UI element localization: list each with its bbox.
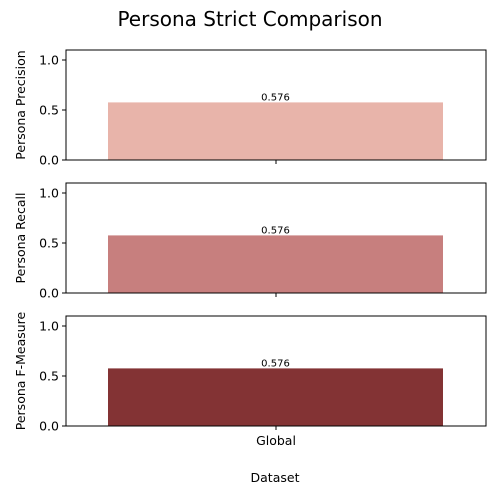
y-tick-label-3-3: 1.0: [39, 319, 59, 334]
data-label-3: 0.576: [261, 358, 290, 369]
data-label-1: 0.576: [261, 92, 290, 103]
bar-3: [108, 368, 443, 426]
x-tick-label-1: Global: [256, 433, 296, 448]
y-tick-label-3-1: 0.0: [39, 419, 59, 434]
bar-2: [108, 235, 443, 293]
y-tick-label-1-2: 0.5: [39, 103, 59, 118]
y-tick-label-2-3: 1.0: [39, 186, 59, 201]
y-axis-label-2: Persona Recall: [13, 193, 28, 284]
y-tick-label-3-2: 0.5: [39, 369, 59, 384]
y-tick-label-2-2: 0.5: [39, 236, 59, 251]
chart-panels: 0.0 0.5 1.0 Persona Precision 0.576 0.0 0.5 1.0…: [13, 49, 487, 448]
x-axis-label: Dataset: [251, 470, 300, 485]
y-axis-label-1: Persona Precision: [13, 50, 28, 159]
y-tick-label-1-1: 0.0: [39, 153, 59, 168]
chart-title: Persona Strict Comparison: [117, 7, 382, 31]
data-label-2: 0.576: [261, 225, 290, 236]
bar-1: [108, 102, 443, 160]
y-tick-label-2-1: 0.0: [39, 286, 59, 301]
y-tick-label-1-3: 1.0: [39, 53, 59, 68]
y-axis-label-3: Persona F-Measure: [13, 311, 28, 430]
